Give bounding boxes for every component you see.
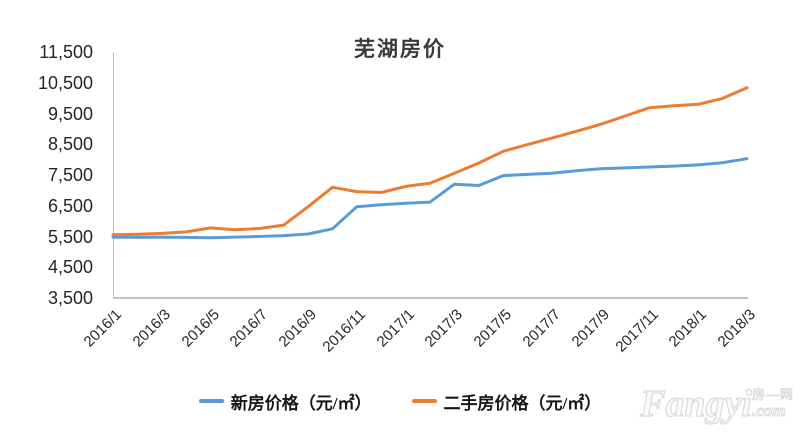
legend-item-second-hand: 二手房价格（元/㎡）	[411, 389, 602, 414]
y-axis-tick-label: 10,500	[37, 72, 93, 93]
y-axis-tick-label: 7,500	[47, 165, 93, 185]
series-line-second-hand	[111, 86, 749, 237]
x-axis-line	[113, 297, 748, 299]
y-axis-tick-label: 8,500	[47, 134, 93, 155]
legend-item-new-house: 新房价格（元/㎡）	[198, 389, 372, 414]
y-axis-tick-label: 9,500	[47, 103, 93, 124]
y-axis-tick-label: 3,500	[47, 288, 93, 308]
y-axis-tick-label: 4,500	[47, 257, 93, 278]
y-axis-tick-label: 5,500	[47, 226, 93, 247]
legend-label-second-hand: 二手房价格（元/㎡）	[443, 393, 602, 413]
y-axis-line	[113, 52, 114, 298]
legend-line-swatch-blue-icon	[198, 399, 224, 403]
y-axis-tick-label: 11,500	[39, 42, 93, 62]
y-axis-tick-label: 6,500	[47, 195, 93, 216]
legend-label-new-house: 新房价格（元/㎡）	[230, 393, 372, 413]
legend-line-swatch-orange-icon	[411, 399, 437, 403]
series-line-new-house	[111, 157, 749, 240]
legend: 新房价格（元/㎡） 二手房价格（元/㎡）	[0, 388, 800, 414]
chart-title: 芜湖房价	[354, 37, 446, 61]
